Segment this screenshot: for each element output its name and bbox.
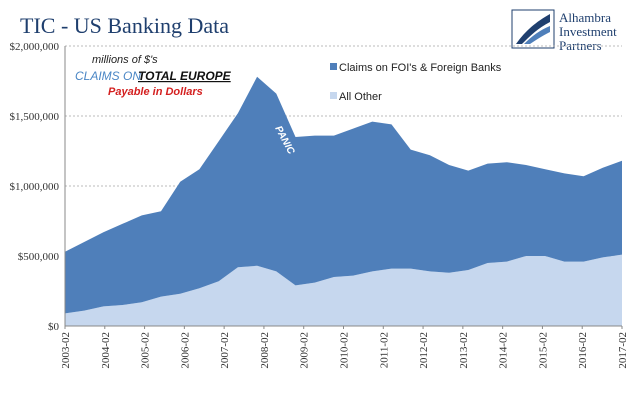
x-tick-label: 2016-02 xyxy=(577,332,589,369)
x-tick-label: 2005-02 xyxy=(140,332,152,369)
x-tick-label: 2009-02 xyxy=(299,332,311,369)
logo-line3: Partners xyxy=(559,38,602,53)
y-axis: $0 $500,000 $1,000,000 $1,500,000 $2,000,000 xyxy=(10,41,66,333)
x-tick-label: 2006-02 xyxy=(179,332,191,369)
legend-swatch-all-other xyxy=(330,92,337,99)
x-tick-label: 2003-02 xyxy=(60,332,72,369)
claims-on-annotation: CLAIMS ON xyxy=(75,69,141,83)
x-tick-label: 2007-02 xyxy=(219,332,231,369)
y-tick-label: $2,000,000 xyxy=(10,41,60,53)
x-axis: 2003-02 2004-02 2005-02 2006-02 2007-02 2008-… xyxy=(60,325,629,369)
legend-label-all-other: All Other xyxy=(339,91,382,103)
y-tick-label: $0 xyxy=(48,321,60,333)
x-tick-label: 2004-02 xyxy=(100,332,112,369)
area-all-other xyxy=(65,254,622,326)
logo-wave-mark xyxy=(516,14,550,44)
legend-label-claims: Claims on FOI's & Foreign Banks xyxy=(339,62,502,74)
chart-title: TIC - US Banking Data xyxy=(20,13,229,38)
logo-wave-mark-2 xyxy=(524,26,550,44)
area-claims-foreign-banks xyxy=(65,76,622,314)
x-tick-label: 2011-02 xyxy=(378,332,390,368)
x-tick-label: 2008-02 xyxy=(259,332,271,369)
units-annotation: millions of $'s xyxy=(92,54,158,66)
x-tick-label: 2012-02 xyxy=(418,332,430,369)
legend: Claims on FOI's & Foreign Banks All Othe… xyxy=(330,62,502,103)
x-tick-label: 2010-02 xyxy=(339,332,351,369)
logo-line2: Investment xyxy=(559,24,617,39)
y-tick-label: $1,000,000 xyxy=(10,181,60,193)
plot-areas xyxy=(65,76,622,326)
logo: Alhambra Investment Partners xyxy=(511,9,617,53)
x-tick-label: 2013-02 xyxy=(458,332,470,369)
x-tick-label: 2015-02 xyxy=(537,332,549,369)
legend-swatch-claims xyxy=(330,63,337,70)
logo-line1: Alhambra xyxy=(559,10,611,25)
payable-annotation: Payable in Dollars xyxy=(108,86,203,98)
y-tick-label: $500,000 xyxy=(18,251,60,263)
total-europe-annotation: TOTAL EUROPE xyxy=(138,69,232,83)
x-tick-label: 2017-02 xyxy=(617,332,629,369)
y-tick-label: $1,500,000 xyxy=(10,111,60,123)
x-tick-label: 2014-02 xyxy=(498,332,510,369)
